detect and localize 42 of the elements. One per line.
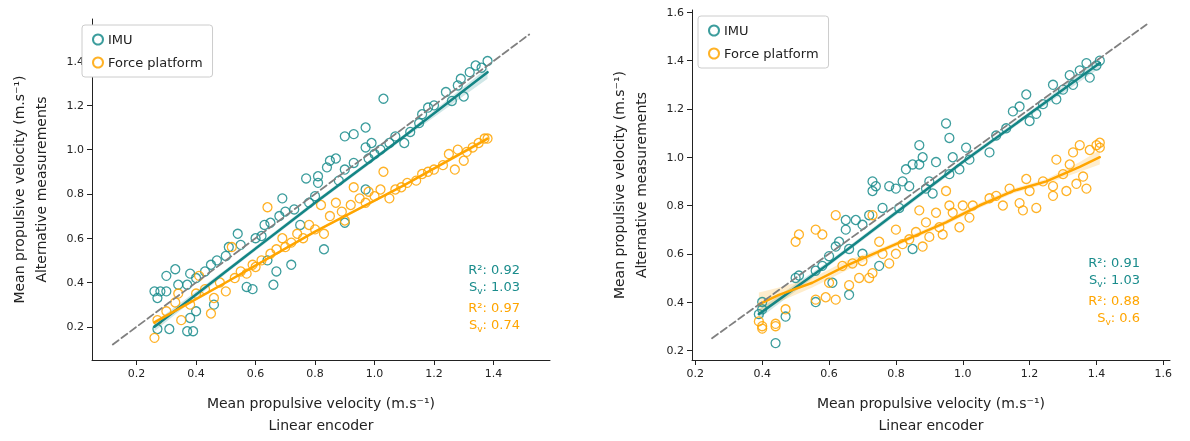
x-tick-label: 1.2 bbox=[1020, 367, 1039, 380]
y-axis-title: Mean propulsive velocity (m.s⁻¹) Alternative measurements bbox=[611, 70, 649, 300]
y-tick-label: 0.8 bbox=[66, 187, 84, 201]
legend-label: Force platform bbox=[724, 46, 819, 61]
y-tick-label: 0.4 bbox=[66, 276, 84, 289]
x-tick-label: 1.2 bbox=[425, 367, 443, 380]
y-tick-label: 1.6 bbox=[666, 5, 684, 19]
legend-label: IMU bbox=[108, 32, 133, 47]
x-tick-label: 0.2 bbox=[127, 367, 146, 380]
annotation: R²: 0.97 bbox=[468, 300, 520, 315]
y-tick-label: 0.2 bbox=[66, 320, 84, 334]
y-tick-label: 1.4 bbox=[66, 54, 84, 68]
y-tick-label: 0.4 bbox=[666, 295, 684, 309]
x-tick-label: 0.6 bbox=[820, 367, 838, 380]
x-tick-label: 1.0 bbox=[365, 367, 384, 380]
x-tick-label: 1.6 bbox=[1154, 367, 1173, 380]
x-axis-title: Mean propulsive velocity (m.s⁻¹) Linear encoder bbox=[816, 395, 1046, 433]
x-tick-label: 0.8 bbox=[306, 367, 324, 380]
y-tick-label: 0.6 bbox=[66, 231, 84, 245]
y-tick-label: 0.8 bbox=[666, 199, 684, 213]
x-tick-label: 0.8 bbox=[887, 367, 905, 380]
x-tick-label: 1.4 bbox=[484, 367, 503, 380]
legend-label: Force platform bbox=[108, 55, 203, 70]
annotation: R²: 0.88 bbox=[1088, 293, 1140, 308]
x-tick-label: 0.4 bbox=[753, 367, 771, 380]
x-tick-label: 0.2 bbox=[686, 367, 705, 380]
x-tick-label: 1.4 bbox=[1087, 367, 1106, 380]
legend-label: IMU bbox=[724, 23, 749, 38]
y-tick-label: 1.0 bbox=[66, 143, 84, 157]
x-tick-label: 0.6 bbox=[246, 367, 265, 380]
y-tick-label: 1.2 bbox=[66, 98, 84, 112]
x-tick-label: 0.4 bbox=[187, 367, 205, 380]
x-axis-title: Mean propulsive velocity (m.s⁻¹) Linear encoder bbox=[206, 395, 436, 433]
annotation: R²: 0.92 bbox=[468, 262, 520, 277]
y-axis-title: Mean propulsive velocity (m.s⁻¹) Alternative measurements bbox=[11, 75, 49, 304]
y-tick-label: 0.6 bbox=[666, 247, 684, 261]
y-tick-label: 1.2 bbox=[666, 102, 684, 116]
y-tick-label: 0.2 bbox=[666, 343, 684, 357]
x-tick-label: 1.0 bbox=[954, 367, 972, 380]
annotation: R²: 0.91 bbox=[1088, 255, 1140, 270]
y-tick-label: 1.4 bbox=[666, 54, 684, 68]
y-tick-label: 1.0 bbox=[666, 150, 684, 164]
